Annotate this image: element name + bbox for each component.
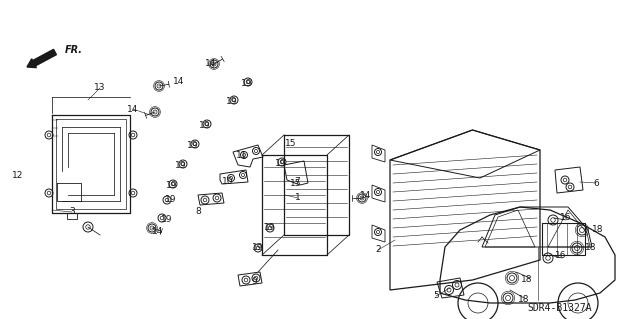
Text: 15: 15 [285, 138, 297, 147]
Text: 19: 19 [252, 242, 264, 251]
Text: 19: 19 [241, 78, 253, 87]
Text: 18: 18 [592, 226, 604, 234]
Text: 19: 19 [227, 98, 237, 107]
Text: 10: 10 [222, 177, 234, 187]
Text: 7: 7 [294, 176, 300, 186]
Text: 19: 19 [199, 121, 211, 130]
Text: 19: 19 [275, 159, 287, 167]
Text: SDR4-B1327A: SDR4-B1327A [528, 303, 592, 313]
Text: 18: 18 [518, 295, 530, 305]
Text: 5: 5 [433, 292, 439, 300]
Text: 12: 12 [12, 170, 24, 180]
Text: 14: 14 [152, 227, 164, 236]
Text: FR.: FR. [65, 45, 83, 55]
Text: 19: 19 [161, 214, 173, 224]
Text: 13: 13 [94, 84, 106, 93]
Text: 14: 14 [173, 78, 185, 86]
Text: 19: 19 [165, 196, 177, 204]
Text: 19: 19 [188, 140, 199, 150]
Text: 6: 6 [593, 179, 599, 188]
Text: 18: 18 [521, 276, 532, 285]
Text: 1: 1 [295, 194, 301, 203]
FancyArrow shape [27, 49, 56, 68]
Text: 2: 2 [375, 246, 381, 255]
Text: 14: 14 [127, 105, 139, 114]
Text: 19: 19 [264, 224, 276, 233]
Text: 14: 14 [360, 190, 372, 199]
Text: 15: 15 [291, 179, 301, 188]
Text: 8: 8 [195, 206, 201, 216]
Text: 14: 14 [205, 58, 217, 68]
Text: 19: 19 [175, 160, 187, 169]
Text: 16: 16 [556, 250, 567, 259]
Text: 18: 18 [585, 242, 596, 251]
Text: 3: 3 [69, 207, 75, 217]
Text: 19: 19 [166, 181, 178, 189]
Text: 9: 9 [251, 278, 257, 286]
Text: 16: 16 [560, 213, 572, 222]
Text: 11: 11 [236, 151, 248, 160]
